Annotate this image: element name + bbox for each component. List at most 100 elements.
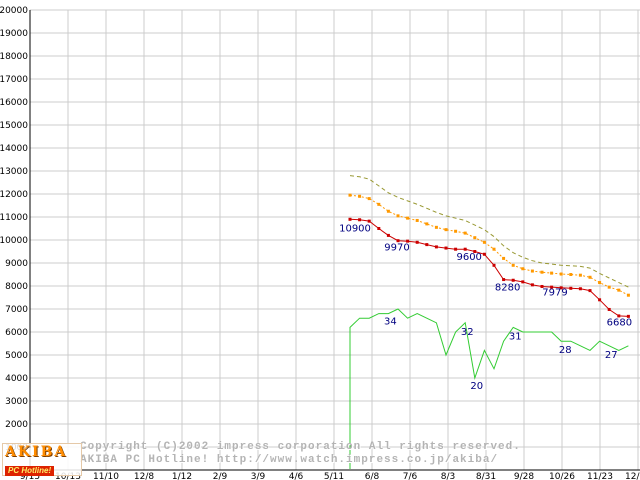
axes — [29, 10, 640, 471]
lowest-price-marker — [569, 286, 573, 290]
point-value-label: 9600 — [456, 252, 481, 263]
average-price-marker — [434, 225, 438, 229]
lowest-price-marker — [415, 240, 419, 244]
x-tick-label: 9/28 — [514, 472, 534, 480]
lowest-price-marker — [588, 289, 592, 293]
y-tick-label: 14000 — [0, 144, 28, 154]
series-highest-price — [349, 175, 629, 288]
average-price-marker — [473, 236, 477, 240]
point-value-label: 20 — [470, 381, 483, 392]
lowest-price-marker — [540, 284, 544, 288]
y-tick-label: 3000 — [5, 397, 28, 407]
point-value-label: 34 — [384, 317, 397, 328]
average-price-marker — [502, 256, 506, 260]
lowest-price-marker — [502, 278, 506, 282]
lowest-price-marker — [626, 314, 630, 318]
point-value-label: 7979 — [542, 287, 567, 298]
y-tick-label: 13000 — [0, 167, 28, 177]
shop-count-line — [349, 308, 629, 469]
point-value-label: 6680 — [607, 317, 632, 328]
akiba-logo: AKIBA PC Hotline! — [2, 443, 82, 476]
y-tick-label: 4000 — [5, 374, 28, 384]
x-tick-label: 11/23 — [587, 472, 613, 480]
lowest-price-marker — [406, 239, 410, 243]
average-price-marker — [348, 193, 352, 197]
x-tick-label: 5/11 — [324, 472, 344, 480]
point-value-label: 28 — [559, 345, 572, 356]
lowest-price-marker — [473, 250, 477, 253]
average-price-line — [349, 194, 629, 296]
lowest-price-marker — [492, 263, 496, 267]
average-price-marker — [569, 273, 573, 276]
average-price-marker — [626, 293, 630, 297]
point-value-label: 27 — [605, 350, 618, 361]
lowest-price-marker — [425, 243, 429, 247]
lowest-price-marker — [617, 314, 621, 318]
x-tick-label: 6/8 — [365, 472, 380, 480]
y-tick-label: 9000 — [5, 259, 28, 269]
lowest-price-marker — [511, 278, 515, 282]
x-tick-label: 4/6 — [289, 472, 304, 480]
x-axis-tick-labels: 9/15 10/13 11/10 12/8 1/12 2/9 3/9 4/6 5/11 6/8 7/… — [20, 472, 640, 480]
series-average-price — [348, 193, 630, 297]
lowest-price-marker — [530, 283, 534, 287]
x-tick-label: 1/12 — [172, 472, 192, 480]
y-tick-label: 6000 — [5, 328, 28, 338]
average-price-marker — [617, 288, 621, 292]
y-tick-label: 20000 — [0, 6, 28, 16]
lowest-price-marker — [463, 247, 467, 251]
lowest-price-marker — [396, 239, 400, 243]
lowest-price-marker — [454, 247, 458, 251]
x-tick-label: 10/13 — [55, 472, 81, 480]
lowest-price-marker — [598, 298, 602, 302]
average-price-marker — [607, 285, 611, 289]
x-tick-label: 11/10 — [93, 472, 119, 480]
average-price-marker — [358, 194, 362, 198]
lowest-price-marker — [434, 245, 438, 249]
x-tick-label: 8/31 — [476, 472, 496, 480]
lowest-price-marker — [578, 287, 582, 291]
x-tick-label: 10/26 — [549, 472, 575, 480]
lowest-price-marker — [367, 219, 371, 223]
lowest-price-marker — [348, 217, 352, 221]
y-tick-label: 5000 — [5, 351, 28, 361]
y-tick-label: 8000 — [5, 282, 28, 292]
average-price-marker — [521, 267, 525, 271]
average-price-marker — [415, 218, 419, 222]
x-tick-label: 2/9 — [213, 472, 228, 480]
point-value-label: 9970 — [384, 243, 409, 254]
average-price-marker — [386, 209, 390, 213]
y-tick-label: 10000 — [0, 236, 28, 246]
series-lowest-price — [348, 217, 630, 318]
average-price-marker — [550, 271, 554, 275]
average-price-marker — [530, 269, 534, 273]
lowest-price-marker — [607, 307, 611, 311]
series-shop-count — [349, 308, 629, 469]
site-credit-text: AKIBA PC Hotline! http://www.watch.impre… — [80, 454, 499, 466]
point-value-label: 10900 — [339, 223, 371, 234]
average-price-marker — [454, 229, 458, 233]
y-tick-label: 2000 — [5, 420, 28, 430]
x-tick-label: 9/15 — [20, 472, 40, 480]
akiba-logo-text: AKIBA — [5, 444, 68, 460]
average-price-marker — [598, 281, 602, 285]
lowest-price-marker — [444, 246, 448, 250]
y-tick-label: 12000 — [0, 190, 28, 200]
x-tick-label: 12/8 — [134, 472, 154, 480]
lowest-price-marker — [559, 286, 563, 290]
average-price-marker — [482, 240, 486, 244]
y-tick-label: 17000 — [0, 75, 28, 85]
average-price-marker — [396, 214, 400, 218]
lowest-price-marker — [550, 285, 554, 289]
point-value-label: 31 — [509, 331, 522, 342]
average-price-marker — [377, 202, 381, 206]
average-price-marker — [540, 270, 544, 274]
point-value-label: 32 — [461, 327, 474, 338]
average-price-marker — [578, 273, 582, 277]
average-price-marker — [406, 216, 410, 220]
average-price-marker — [511, 263, 515, 267]
lowest-price-marker — [521, 280, 525, 284]
x-tick-label: 12/21 — [625, 472, 640, 480]
gridlines — [30, 9, 640, 470]
